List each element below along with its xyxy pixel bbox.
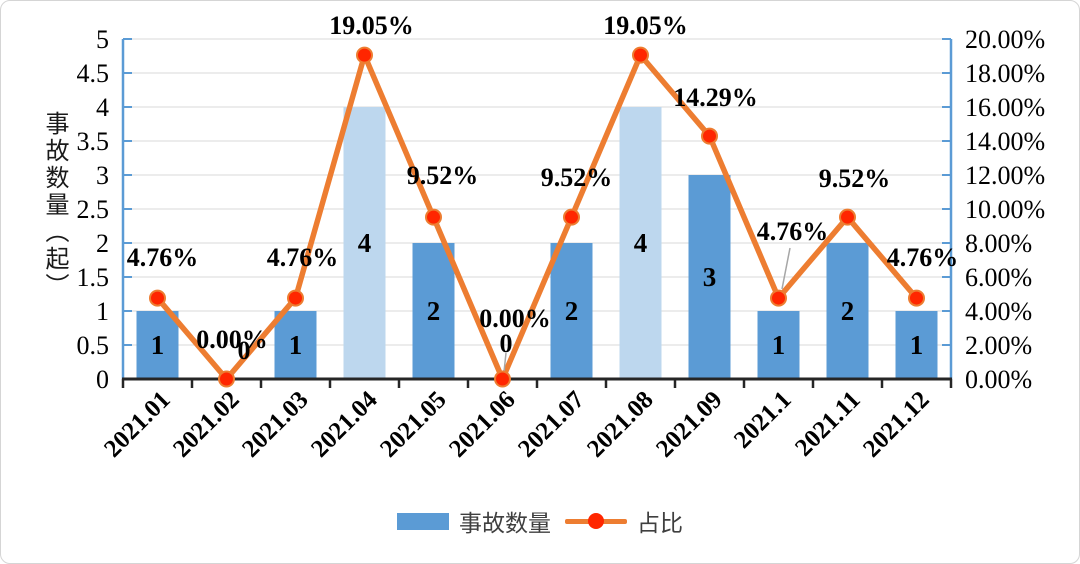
right-axis-tick-label: 20.00% [965,25,1045,54]
right-axis-tick-label: 8.00% [965,229,1032,258]
line-marker-2021.05 [425,208,442,226]
x-axis-label: 2021.03 [237,386,314,463]
line-marker-2021.09 [701,127,718,145]
percentage-data-label: 0.00% [196,325,268,354]
percentage-data-label: 9.52% [407,161,479,190]
bar-2021.01 [136,311,179,379]
left-axis-tick-label: 2.5 [77,195,110,224]
left-axis-tick-label: 4 [96,93,109,122]
x-axis-label: 2021.07 [513,386,590,463]
x-axis-label: 2021.06 [444,386,521,463]
right-axis-tick-label: 18.00% [965,59,1045,88]
x-axis-label: 2021.05 [375,386,452,463]
bar-2021.03 [274,311,317,379]
legend-item-bar-series: 事故数量 [397,504,551,538]
line-marker-2021.11 [839,208,856,226]
label-leader-line [503,352,507,373]
bar-data-label: 1 [151,330,165,360]
x-axis-label: 2021.12 [858,386,935,463]
bar-data-label: 3 [703,262,717,292]
left-axis-tick-label: 0.5 [77,331,110,360]
bar-data-label: 2 [841,296,855,326]
label-leader-line [781,247,791,290]
legend-line-label: 占比 [637,510,683,536]
line-marker-swatch-icon [565,512,627,530]
left-axis-tick-label: 5 [96,25,109,54]
right-axis-tick-label: 14.00% [965,127,1045,156]
bar-data-label: 2 [427,296,441,326]
bar-2021.08 [619,107,662,379]
percentage-data-label: 4.76% [757,217,829,246]
x-axis-label: 2021.04 [306,386,383,463]
line-marker-2021.07 [563,208,580,226]
bar-data-label: 2 [565,296,579,326]
bar-2021.09 [688,175,731,379]
left-axis-tick-label: 3 [96,161,109,190]
bar-data-label: 0 [500,329,513,358]
left-axis-tick-label: 3.5 [77,127,110,156]
line-marker-2021.04 [356,46,373,64]
x-axis-label: 2021.09 [651,386,728,463]
left-axis-tick-label: 4.5 [77,59,110,88]
percentage-data-label: 9.52% [819,164,891,193]
bar-data-label: 1 [772,330,786,360]
bar-2021.11 [826,243,869,379]
bar-2021.04 [343,107,386,379]
bar-data-label: 4 [358,228,372,258]
line-marker-2021.1 [770,289,787,307]
right-axis-tick-label: 0.00% [965,365,1032,394]
x-axis-label: 2021.01 [99,386,176,463]
legend: 事故数量 占比 [397,504,683,538]
percentage-data-label: 19.05% [603,11,688,40]
x-axis-label: 2021.08 [582,386,659,463]
bar-2021.1 [757,311,800,379]
percentage-data-label: 9.52% [541,163,613,192]
line-marker-2021.02 [218,370,235,388]
left-axis-title: 事故数量（起） [41,111,67,300]
percentage-data-label: 19.05% [329,11,414,40]
bar-2021.12 [895,311,938,379]
legend-item-line-series: 占比 [565,504,683,538]
right-axis-tick-label: 10.00% [965,195,1045,224]
left-axis-tick-label: 2 [96,229,109,258]
legend-bar-label: 事故数量 [459,510,551,536]
percentage-data-label: 14.29% [673,83,758,112]
x-axis-label: 2021.02 [168,386,245,463]
bar-2021.07 [550,243,593,379]
bar-data-label: 1 [289,330,303,360]
bar-data-label: 1 [910,330,924,360]
right-axis-tick-label: 6.00% [965,263,1032,292]
x-axis-label: 2021.11 [790,386,866,462]
right-axis-tick-label: 12.00% [965,161,1045,190]
percentage-data-label: 4.76% [267,243,339,272]
percentage-data-label: 0.00% [479,304,551,333]
percentage-data-label: 4.76% [887,243,959,272]
right-axis-tick-label: 4.00% [965,297,1032,326]
right-axis-tick-label: 2.00% [965,331,1032,360]
line-marker-2021.12 [908,289,925,307]
right-axis-tick-label: 16.00% [965,93,1045,122]
left-axis-tick-label: 1.5 [77,263,110,292]
left-axis-tick-label: 1 [96,297,109,326]
bar-2021.05 [412,243,455,379]
percentage-data-label: 4.76% [127,243,199,272]
line-marker-2021.08 [632,46,649,64]
bar-data-label: 4 [634,228,648,258]
percentage-line [154,52,920,382]
left-axis-tick-label: 0 [96,365,109,394]
x-axis-label: 2021.1 [729,386,797,454]
bar-data-label: 0 [238,336,251,365]
bar-swatch-icon [397,512,449,530]
line-marker-2021.06 [494,370,511,388]
line-marker-2021.03 [287,289,304,307]
line-marker-2021.01 [149,289,166,307]
